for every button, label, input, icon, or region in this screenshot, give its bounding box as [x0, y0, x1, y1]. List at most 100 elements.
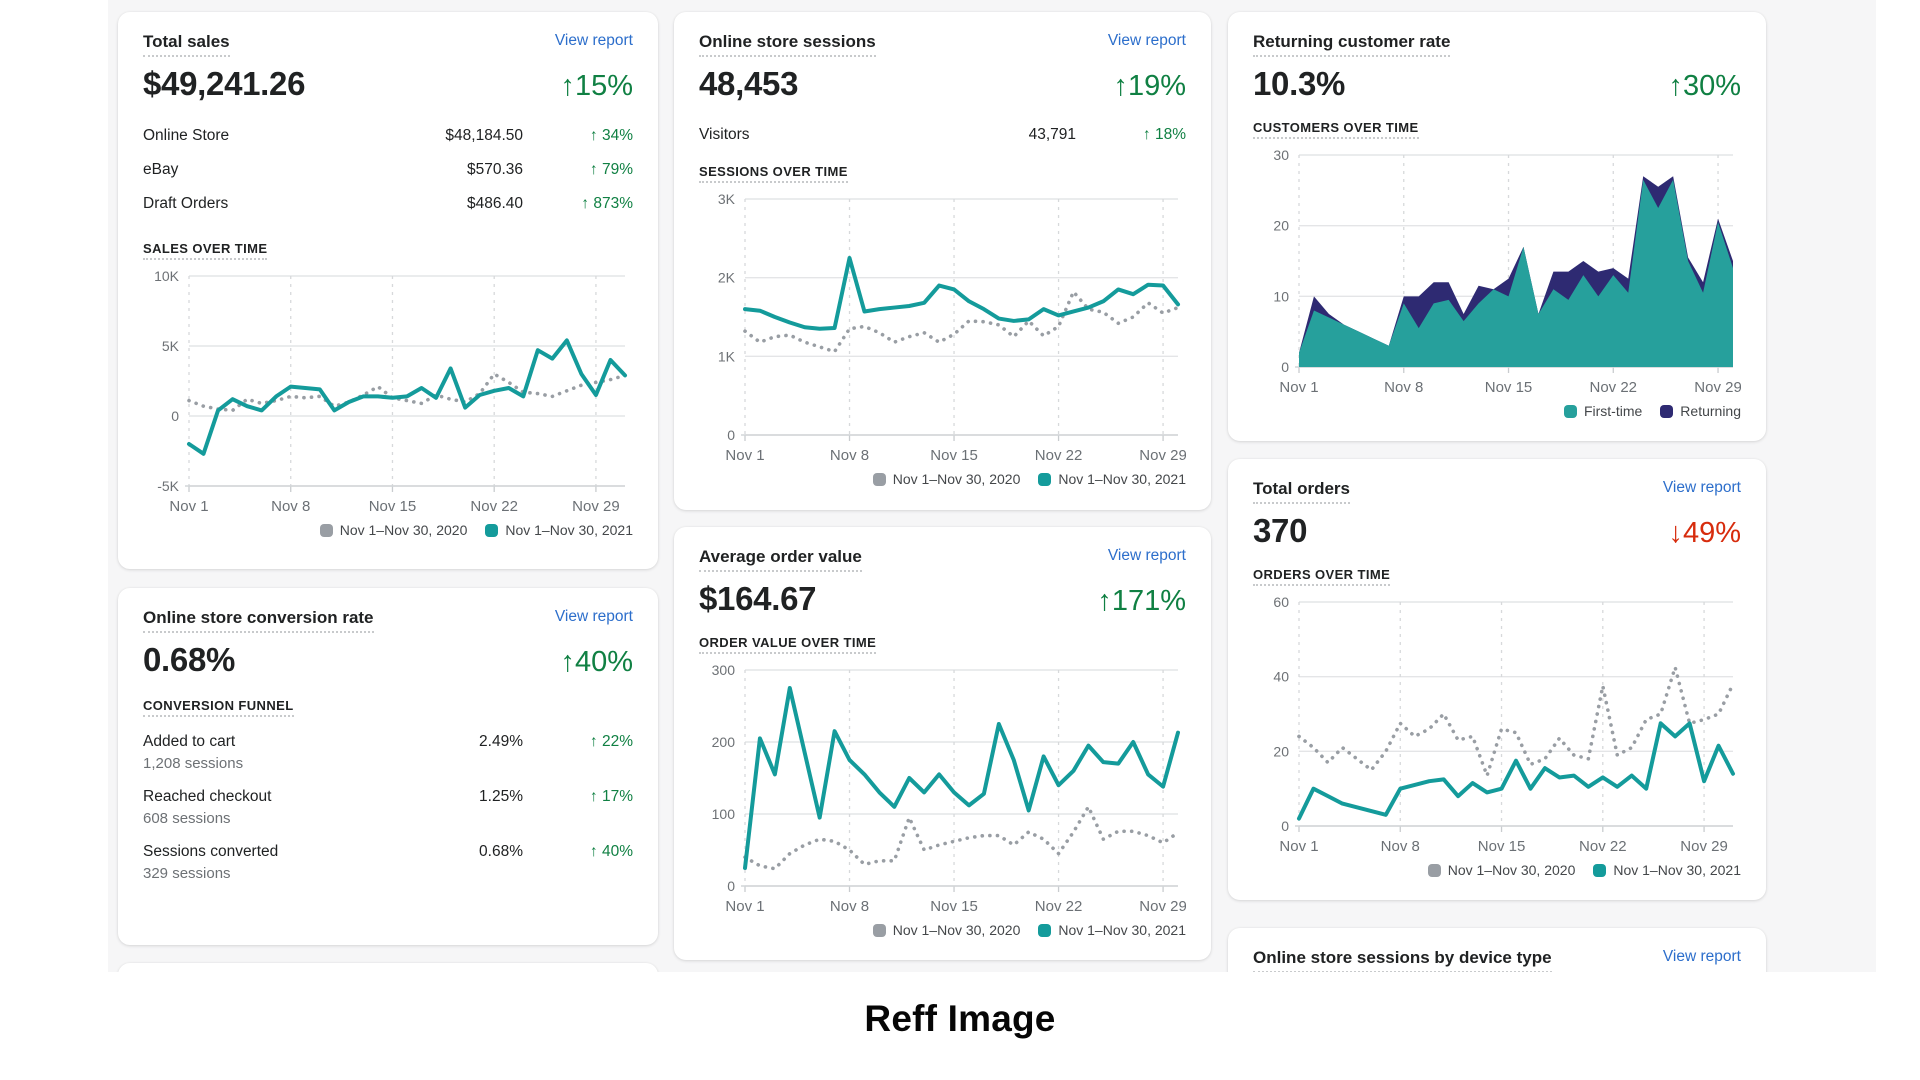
funnel-step-label: Sessions converted 329 sessions — [143, 843, 403, 882]
sales-over-time-chart[interactable]: 10K 5K 0 -5K Nov 1 Nov 8 Nov 15 Nov 22 Nov 29 — [143, 268, 633, 518]
total-orders-delta: ↓49% — [1668, 517, 1741, 549]
aov-value: $164.67 — [699, 580, 817, 617]
cutoff-card — [118, 963, 658, 972]
view-report-link[interactable]: View report — [1662, 948, 1741, 965]
aov-title[interactable]: Average order value — [699, 547, 862, 572]
chart-legend: Nov 1–Nov 30, 2020 Nov 1–Nov 30, 2021 — [699, 471, 1186, 487]
device-type-title[interactable]: Online store sessions by device type — [1253, 948, 1552, 972]
view-report-link[interactable]: View report — [554, 32, 633, 49]
funnel-step-sessions: 608 sessions — [143, 810, 231, 827]
channel-delta: ↑ 34% — [589, 127, 633, 144]
funnel-step-delta: ↑ 40% — [589, 843, 633, 860]
svg-text:Nov 22: Nov 22 — [1035, 898, 1083, 915]
total-sales-delta: ↑15% — [560, 70, 633, 102]
legend-item: Nov 1–Nov 30, 2020 — [1427, 862, 1575, 878]
legend-item: First-time — [1563, 403, 1642, 419]
order-value-over-time-label[interactable]: ORDER VALUE OVER TIME — [699, 635, 877, 654]
funnel-step-row: Sessions converted 329 sessions 0.68% ↑ … — [143, 843, 633, 882]
orders-over-time-chart[interactable]: 60 40 20 0 Nov 1 Nov 8 Nov 15 Nov 22 Nov 29 — [1253, 594, 1741, 858]
channel-value: $48,184.50 — [445, 127, 523, 144]
svg-text:Nov 8: Nov 8 — [1384, 379, 1423, 396]
svg-text:-5K: -5K — [157, 478, 179, 494]
svg-text:Nov 29: Nov 29 — [1694, 379, 1741, 396]
svg-text:2K: 2K — [718, 270, 736, 286]
sales-channel-row: eBay $570.36 ↑ 79% — [143, 153, 633, 187]
svg-text:Nov 15: Nov 15 — [1478, 838, 1526, 855]
total-sales-title[interactable]: Total sales — [143, 32, 230, 57]
orders-over-time-label[interactable]: ORDERS OVER TIME — [1253, 567, 1391, 586]
svg-text:Nov 29: Nov 29 — [572, 498, 620, 515]
svg-text:Nov 15: Nov 15 — [369, 498, 417, 515]
sessions-title[interactable]: Online store sessions — [699, 32, 876, 57]
caption: Reff Image — [864, 998, 1056, 1039]
svg-text:Nov 8: Nov 8 — [830, 898, 869, 915]
legend-item: Nov 1–Nov 30, 2021 — [1038, 922, 1186, 938]
channel-value: $570.36 — [466, 161, 523, 178]
legend-swatch — [319, 523, 333, 537]
conversion-rate-title[interactable]: Online store conversion rate — [143, 608, 374, 633]
svg-text:5K: 5K — [162, 338, 180, 354]
sessions-over-time-label[interactable]: SESSIONS OVER TIME — [699, 164, 848, 183]
legend-item: Nov 1–Nov 30, 2020 — [872, 471, 1020, 487]
svg-text:Nov 22: Nov 22 — [1590, 379, 1638, 396]
legend-item: Returning — [1660, 403, 1741, 419]
legend-swatch — [1427, 863, 1441, 877]
svg-text:300: 300 — [712, 662, 736, 678]
svg-text:Nov 8: Nov 8 — [271, 498, 310, 515]
visitors-label: Visitors — [699, 126, 750, 143]
online-store-sessions-card: Online store sessions View report 48,453… — [674, 12, 1211, 510]
view-report-link[interactable]: View report — [554, 608, 633, 625]
total-orders-card: Total orders View report 370 ↓49% ORDERS… — [1228, 459, 1766, 900]
chart-legend: Nov 1–Nov 30, 2020 Nov 1–Nov 30, 2021 — [1253, 862, 1741, 878]
channel-value: $486.40 — [466, 195, 523, 212]
returning-rate-title[interactable]: Returning customer rate — [1253, 32, 1451, 57]
chart-legend: First-time Returning — [1253, 403, 1741, 419]
view-report-link[interactable]: View report — [1107, 547, 1186, 564]
legend-item: Nov 1–Nov 30, 2021 — [485, 522, 633, 538]
svg-text:3K: 3K — [718, 191, 736, 207]
aov-delta: ↑171% — [1097, 585, 1186, 617]
sales-channel-row: Draft Orders $486.40 ↑ 873% — [143, 187, 633, 221]
sales-channel-row: Online Store $48,184.50 ↑ 34% — [143, 119, 633, 153]
svg-text:Nov 1: Nov 1 — [1279, 838, 1318, 855]
chart-legend: Nov 1–Nov 30, 2020 Nov 1–Nov 30, 2021 — [699, 922, 1186, 938]
svg-text:30: 30 — [1273, 147, 1289, 163]
sessions-over-time-chart[interactable]: 3K 2K 1K 0 Nov 1 Nov 8 Nov 15 Nov 22 Nov 29 — [699, 191, 1186, 467]
svg-text:Nov 15: Nov 15 — [930, 898, 978, 915]
svg-text:10: 10 — [1273, 288, 1289, 304]
svg-text:Nov 1: Nov 1 — [1279, 379, 1318, 396]
total-sales-card: Total sales View report $49,241.26 ↑15% … — [118, 12, 658, 569]
svg-text:1K: 1K — [718, 348, 736, 364]
svg-text:Nov 29: Nov 29 — [1680, 838, 1728, 855]
returning-rate-value: 10.3% — [1253, 65, 1346, 102]
svg-text:Nov 22: Nov 22 — [1035, 447, 1083, 464]
conversion-funnel-label[interactable]: CONVERSION FUNNEL — [143, 698, 294, 717]
legend-swatch — [872, 923, 886, 937]
svg-text:Nov 1: Nov 1 — [725, 447, 764, 464]
sessions-by-device-type-card: Online store sessions by device type Vie… — [1228, 928, 1766, 972]
customers-over-time-chart[interactable]: 30 20 10 0 Nov 1 Nov 8 Nov 15 Nov 22 Nov 29 — [1253, 147, 1741, 399]
legend-item: Nov 1–Nov 30, 2020 — [319, 522, 467, 538]
order-value-over-time-chart[interactable]: 300 200 100 0 Nov 1 Nov 8 Nov 15 Nov 22 Nov 29 — [699, 662, 1186, 918]
funnel-step-sessions: 329 sessions — [143, 865, 231, 882]
visitors-value: 43,791 — [1028, 126, 1076, 143]
funnel-step-label: Reached checkout 608 sessions — [143, 788, 403, 827]
view-report-link[interactable]: View report — [1662, 479, 1741, 496]
sales-over-time-label[interactable]: SALES OVER TIME — [143, 241, 268, 260]
svg-text:0: 0 — [1281, 359, 1289, 375]
customers-over-time-label[interactable]: CUSTOMERS OVER TIME — [1253, 120, 1419, 139]
svg-text:0: 0 — [727, 427, 735, 443]
legend-swatch — [872, 472, 886, 486]
funnel-step-row: Reached checkout 608 sessions 1.25% ↑ 17… — [143, 788, 633, 827]
svg-text:Nov 8: Nov 8 — [1381, 838, 1420, 855]
view-report-link[interactable]: View report — [1107, 32, 1186, 49]
svg-text:40: 40 — [1273, 669, 1289, 685]
funnel-step-value: 2.49% — [479, 733, 523, 750]
svg-text:Nov 22: Nov 22 — [1579, 838, 1627, 855]
funnel-step-delta: ↑ 22% — [589, 733, 633, 750]
total-orders-title[interactable]: Total orders — [1253, 479, 1350, 504]
svg-text:10K: 10K — [154, 268, 180, 284]
chart-legend: Nov 1–Nov 30, 2020 Nov 1–Nov 30, 2021 — [143, 522, 633, 538]
returning-customer-rate-card: Returning customer rate 10.3% ↑30% CUSTO… — [1228, 12, 1766, 441]
sessions-value: 48,453 — [699, 65, 799, 102]
